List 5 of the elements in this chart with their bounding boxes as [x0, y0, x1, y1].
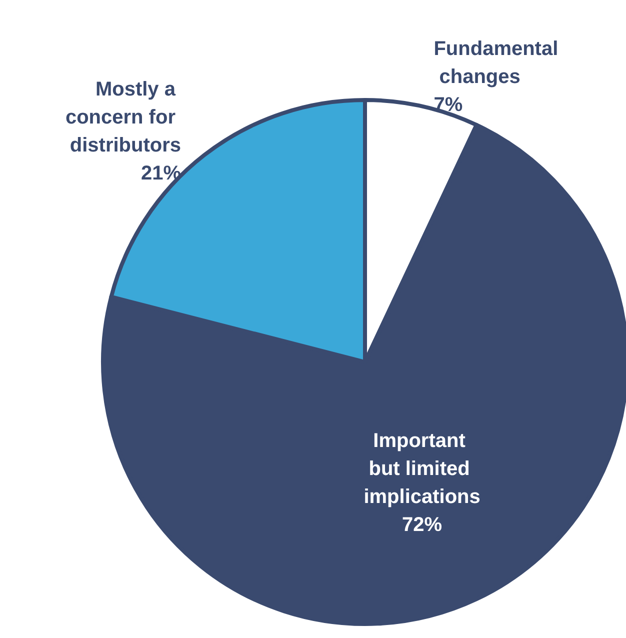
slice-label: Fundamental changes: [434, 38, 558, 88]
slice-label: Mostly a concern for distributors: [65, 78, 182, 156]
data-label: 72%: [402, 514, 442, 536]
data-label: 7%: [434, 94, 463, 116]
slice-label: Important but limited implications: [364, 430, 480, 508]
